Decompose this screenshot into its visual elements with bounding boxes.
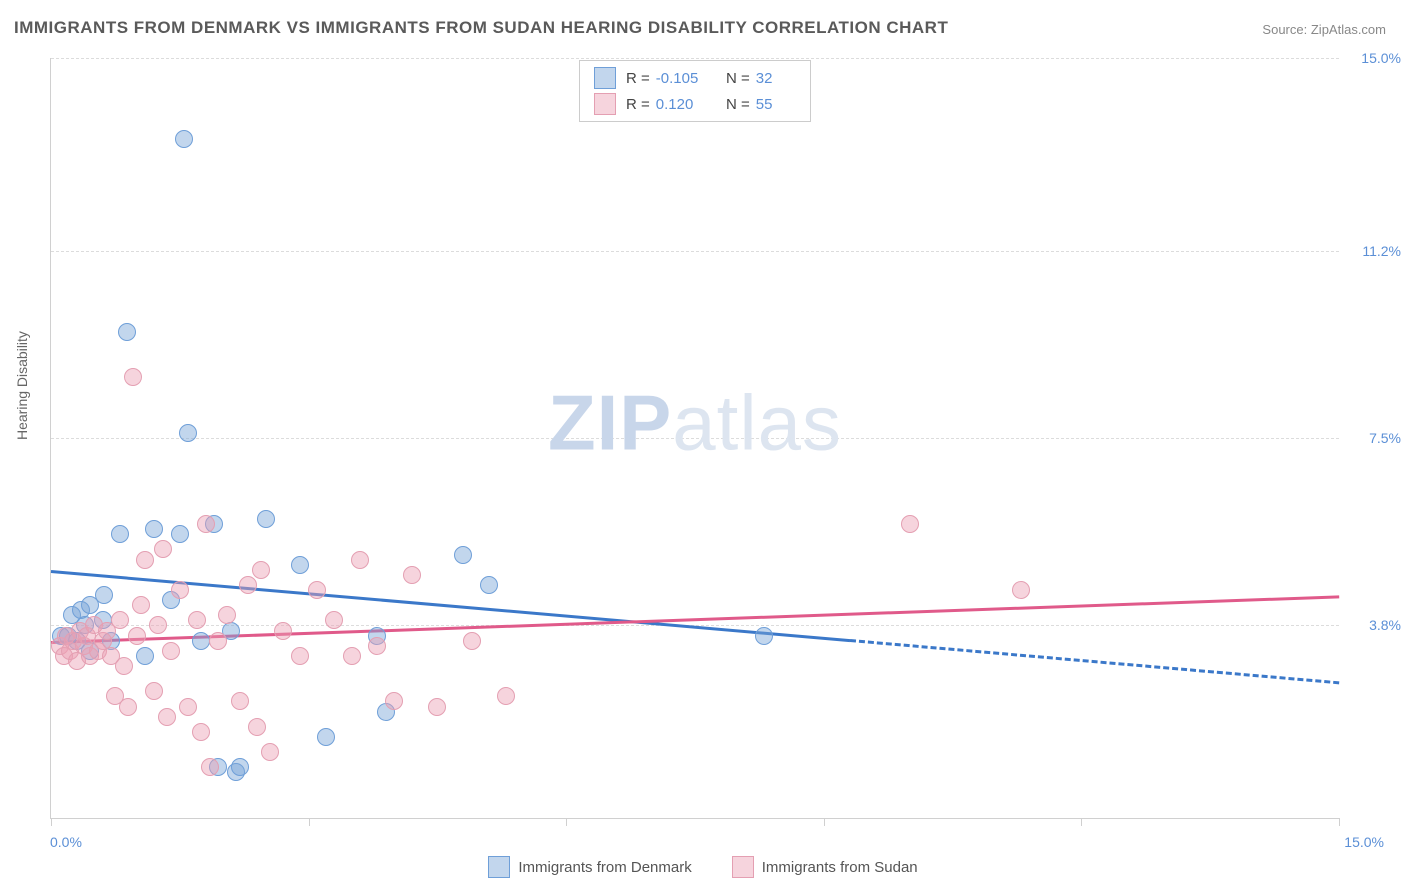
data-point-denmark: [317, 728, 335, 746]
data-point-denmark: [136, 647, 154, 665]
data-point-sudan: [463, 632, 481, 650]
data-point-sudan: [171, 581, 189, 599]
data-point-sudan: [291, 647, 309, 665]
trend-line: [849, 639, 1339, 684]
legend-n-denmark: N =32: [726, 70, 796, 87]
y-axis-title: Hearing Disability: [14, 331, 30, 440]
grid-line: [51, 58, 1339, 59]
data-point-sudan: [192, 723, 210, 741]
data-point-denmark: [231, 758, 249, 776]
data-point-sudan: [239, 576, 257, 594]
data-point-denmark: [111, 525, 129, 543]
source-label: Source:: [1262, 22, 1307, 37]
y-tick-label: 7.5%: [1346, 430, 1401, 446]
legend-item-denmark: Immigrants from Denmark: [488, 856, 691, 878]
data-point-sudan: [351, 551, 369, 569]
x-axis-min-label: 0.0%: [50, 834, 82, 850]
swatch-denmark-icon: [488, 856, 510, 878]
data-point-denmark: [257, 510, 275, 528]
data-point-sudan: [136, 551, 154, 569]
scatter-plot: ZIPatlas R =-0.105 N =32 R =0.120 N =55 …: [50, 58, 1339, 819]
legend-label-denmark: Immigrants from Denmark: [518, 859, 691, 876]
data-point-denmark: [454, 546, 472, 564]
data-point-denmark: [95, 586, 113, 604]
data-point-denmark: [175, 130, 193, 148]
data-point-sudan: [115, 657, 133, 675]
x-tick: [51, 818, 52, 826]
data-point-sudan: [128, 627, 146, 645]
data-point-sudan: [428, 698, 446, 716]
data-point-sudan: [308, 581, 326, 599]
watermark: ZIPatlas: [548, 377, 842, 468]
y-tick-label: 11.2%: [1346, 243, 1401, 259]
data-point-sudan: [385, 692, 403, 710]
data-point-sudan: [325, 611, 343, 629]
data-point-denmark: [192, 632, 210, 650]
data-point-sudan: [188, 611, 206, 629]
swatch-sudan-icon: [732, 856, 754, 878]
data-point-sudan: [218, 606, 236, 624]
data-point-sudan: [179, 698, 197, 716]
legend-label-sudan: Immigrants from Sudan: [762, 859, 918, 876]
x-axis-max-label: 15.0%: [1344, 834, 1384, 850]
data-point-sudan: [119, 698, 137, 716]
data-point-denmark: [179, 424, 197, 442]
data-point-sudan: [368, 637, 386, 655]
data-point-sudan: [132, 596, 150, 614]
chart-title: IMMIGRANTS FROM DENMARK VS IMMIGRANTS FR…: [14, 18, 948, 38]
data-point-sudan: [158, 708, 176, 726]
source-link[interactable]: ZipAtlas.com: [1311, 22, 1386, 37]
x-tick: [566, 818, 567, 826]
swatch-denmark-icon: [594, 67, 616, 89]
x-tick: [1339, 818, 1340, 826]
data-point-sudan: [274, 622, 292, 640]
data-point-denmark: [171, 525, 189, 543]
data-point-sudan: [209, 632, 227, 650]
data-point-sudan: [252, 561, 270, 579]
correlation-legend: R =-0.105 N =32 R =0.120 N =55: [579, 60, 811, 122]
legend-r-sudan: R =0.120: [626, 96, 716, 113]
data-point-sudan: [124, 368, 142, 386]
data-point-denmark: [480, 576, 498, 594]
grid-line: [51, 438, 1339, 439]
data-point-sudan: [145, 682, 163, 700]
data-point-sudan: [149, 616, 167, 634]
trend-line: [51, 595, 1339, 644]
data-point-sudan: [248, 718, 266, 736]
x-tick: [1081, 818, 1082, 826]
grid-line: [51, 251, 1339, 252]
x-tick: [824, 818, 825, 826]
data-point-sudan: [162, 642, 180, 660]
legend-row-denmark: R =-0.105 N =32: [580, 65, 810, 91]
data-point-sudan: [497, 687, 515, 705]
swatch-sudan-icon: [594, 93, 616, 115]
y-tick-label: 3.8%: [1346, 617, 1401, 633]
series-legend: Immigrants from Denmark Immigrants from …: [0, 856, 1406, 878]
data-point-denmark: [145, 520, 163, 538]
data-point-sudan: [231, 692, 249, 710]
data-point-denmark: [755, 627, 773, 645]
legend-row-sudan: R =0.120 N =55: [580, 91, 810, 117]
data-point-sudan: [343, 647, 361, 665]
data-point-sudan: [403, 566, 421, 584]
legend-r-denmark: R =-0.105: [626, 70, 716, 87]
x-tick: [309, 818, 310, 826]
data-point-sudan: [197, 515, 215, 533]
data-point-sudan: [201, 758, 219, 776]
data-point-sudan: [901, 515, 919, 533]
y-tick-label: 15.0%: [1346, 50, 1401, 66]
legend-item-sudan: Immigrants from Sudan: [732, 856, 918, 878]
source-attribution: Source: ZipAtlas.com: [1262, 22, 1386, 37]
data-point-sudan: [1012, 581, 1030, 599]
legend-n-sudan: N =55: [726, 96, 796, 113]
watermark-zip: ZIP: [548, 378, 672, 466]
watermark-atlas: atlas: [672, 378, 842, 466]
data-point-sudan: [261, 743, 279, 761]
data-point-sudan: [111, 611, 129, 629]
data-point-sudan: [154, 540, 172, 558]
data-point-denmark: [291, 556, 309, 574]
data-point-denmark: [118, 323, 136, 341]
